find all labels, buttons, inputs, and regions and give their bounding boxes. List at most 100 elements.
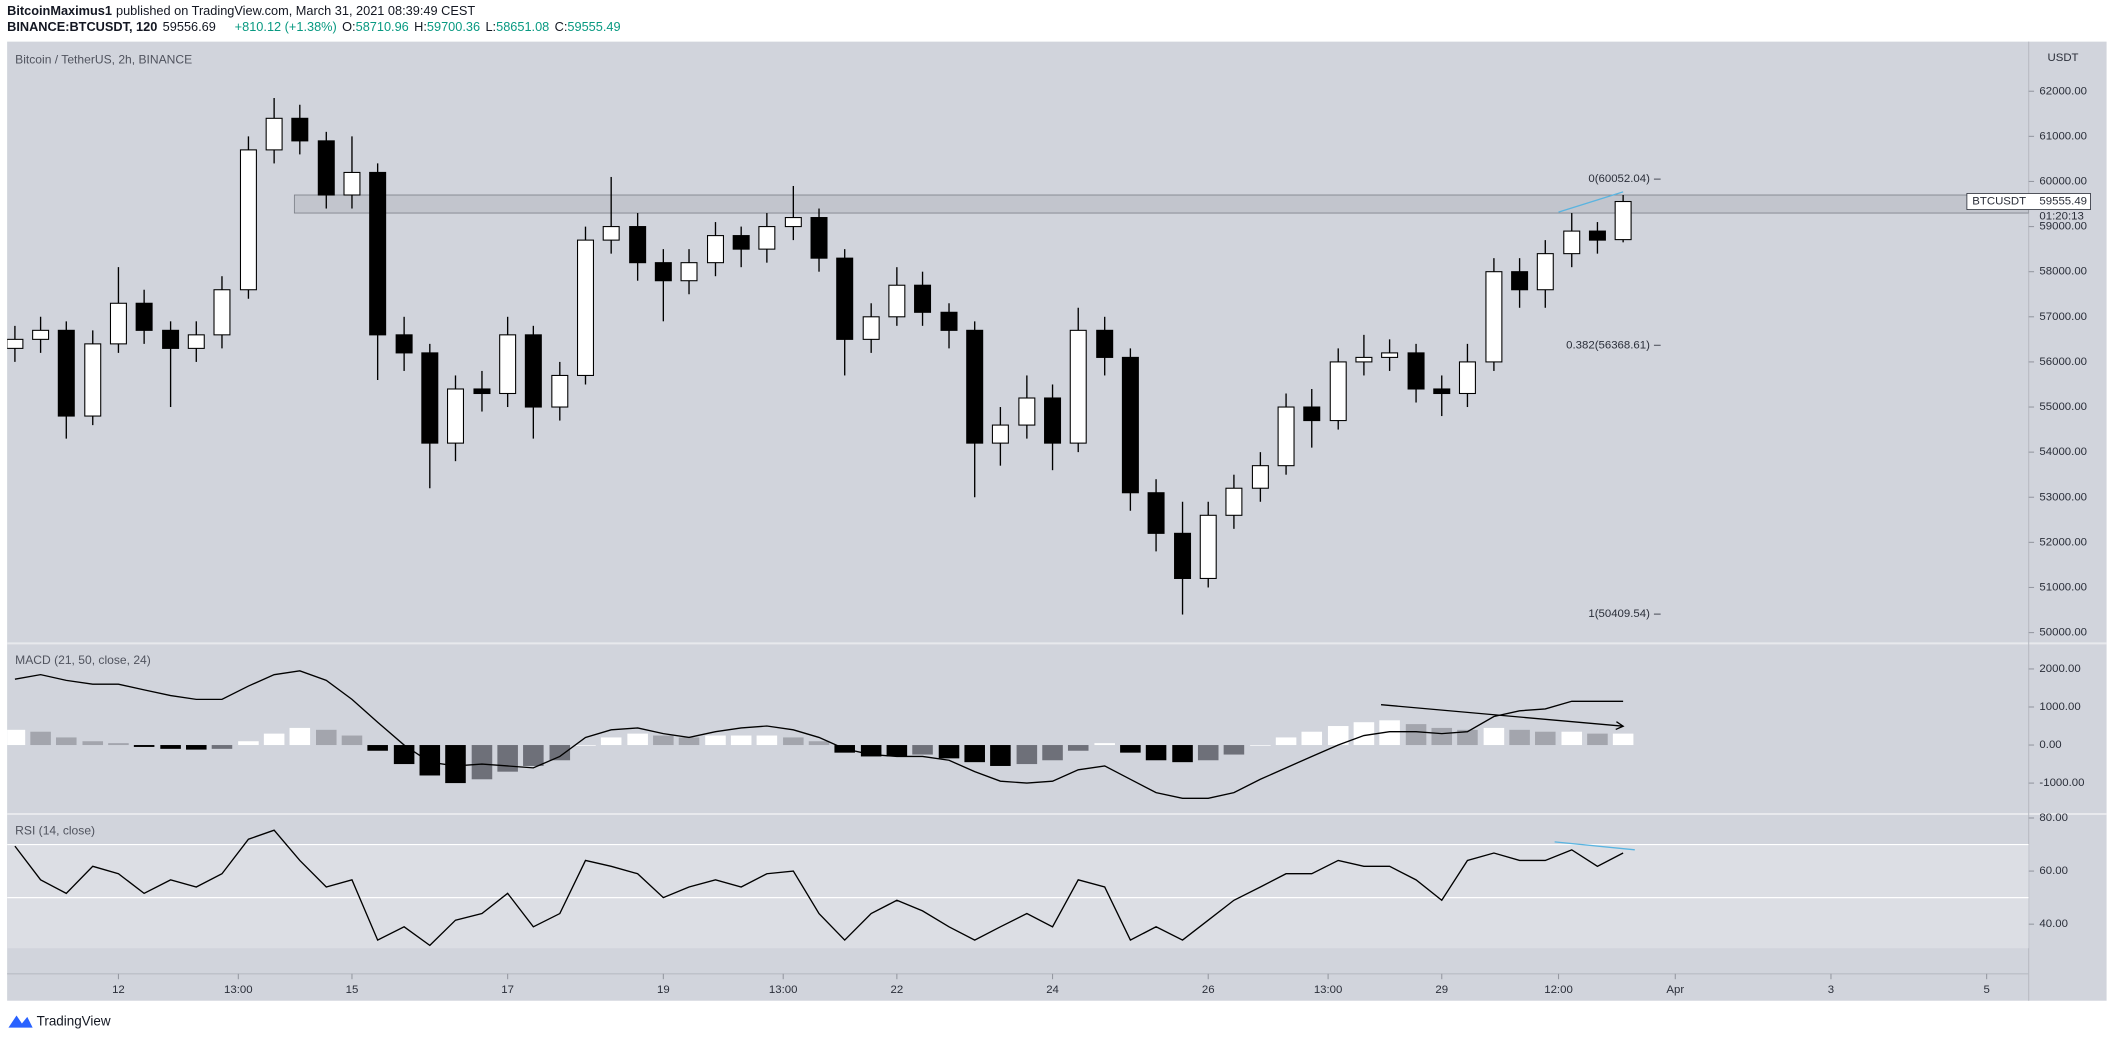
y-tick-label: 50000.00 <box>2039 627 2087 639</box>
histogram-bar <box>938 745 960 759</box>
x-tick-label: 13:00 <box>224 984 253 996</box>
panel-title: RSI (14, close) <box>15 824 95 838</box>
candle-body <box>499 334 517 395</box>
candle-body <box>888 284 906 318</box>
published: published on TradingView.com, March 31, … <box>116 3 475 18</box>
candle-body <box>654 262 672 282</box>
candle-body <box>602 226 620 241</box>
candle-body <box>1536 253 1554 291</box>
candle-body <box>1588 230 1606 241</box>
candle-body <box>1069 329 1087 444</box>
trend-arrow-head <box>1615 721 1625 731</box>
y-tick-label: 61000.00 <box>2039 130 2087 142</box>
candle-body <box>551 374 569 408</box>
histogram-bar <box>1405 724 1427 746</box>
rsi-line <box>14 829 1624 947</box>
x-tick-label: 12:00 <box>1544 984 1573 996</box>
candle-body <box>84 343 102 417</box>
y-tick-label: 62000.00 <box>2039 85 2087 97</box>
candle-body <box>7 338 24 349</box>
candle-body <box>629 226 647 264</box>
histogram-bar <box>653 735 674 746</box>
y-tick-label: 60000.00 <box>2039 175 2087 187</box>
resistance-zone <box>293 194 2029 214</box>
candle-body <box>162 329 180 349</box>
histogram-bar <box>497 745 518 772</box>
y-tick-label: 57000.00 <box>2039 311 2087 323</box>
histogram-bar <box>445 745 466 784</box>
histogram-bar <box>289 727 311 746</box>
candle-body <box>862 316 880 340</box>
candle-body <box>732 235 750 250</box>
histogram-bar <box>1145 745 1167 761</box>
ohlc-value: 58710.96 <box>356 20 409 35</box>
histogram-bar <box>1301 731 1323 746</box>
rsi-band <box>7 844 2029 949</box>
candle-body <box>680 262 698 282</box>
candle-body <box>758 226 776 250</box>
histogram-bar <box>808 741 830 746</box>
histogram-bar <box>1223 745 1245 755</box>
histogram-bar <box>627 733 648 746</box>
candle-body <box>836 257 854 340</box>
candle-body <box>32 329 50 340</box>
candle-body <box>914 284 932 313</box>
candle-body <box>473 388 491 395</box>
histogram-bar <box>133 745 155 747</box>
histogram-bar <box>1016 745 1038 765</box>
histogram-bar <box>211 745 233 749</box>
y-tick-label: 2000.00 <box>2039 663 2080 675</box>
candle-body <box>1225 487 1243 516</box>
y-tick-label: 80.00 <box>2039 812 2068 824</box>
rsi-plot <box>7 829 2029 949</box>
histogram-bar <box>1379 720 1400 746</box>
histogram-bar <box>860 745 882 757</box>
panel-title: MACD (21, 50, close, 24) <box>15 653 151 667</box>
histogram-bar <box>1120 745 1141 753</box>
histogram-bar <box>575 745 596 746</box>
candle-body <box>1563 230 1581 255</box>
price: 59556.69 <box>163 20 216 35</box>
x-tick-label: 5 <box>1983 984 1989 996</box>
brand: TradingView <box>37 1014 111 1029</box>
header-line: BitcoinMaximus1 published on TradingView.… <box>7 3 475 18</box>
author: BitcoinMaximus1 <box>7 3 112 18</box>
candle-body <box>1096 329 1114 358</box>
y-tick-label: 40.00 <box>2039 918 2068 930</box>
x-tick-label: 24 <box>1046 984 1059 996</box>
histogram-bar <box>7 729 26 746</box>
histogram-bar <box>471 745 493 780</box>
candle-body <box>1277 406 1295 467</box>
histogram-bar <box>1172 745 1193 763</box>
candle-body <box>1147 492 1165 534</box>
histogram-bar <box>82 741 104 746</box>
candle-body <box>940 311 958 331</box>
y-tick-label: 55000.00 <box>2039 401 2087 413</box>
histogram-bar <box>1094 743 1115 746</box>
histogram-bar <box>108 743 129 746</box>
candle-body <box>135 302 153 331</box>
histogram-bar <box>160 745 181 749</box>
y-tick-label: 56000.00 <box>2039 356 2087 368</box>
histogram-bar <box>1457 729 1478 746</box>
candle-body <box>187 334 205 349</box>
chart-layer: Bitcoin / TetherUS, 2h, BINANCE USDT 50000… <box>7 52 2091 996</box>
y-tick-label: 60.00 <box>2039 865 2068 877</box>
candle-body <box>343 171 361 196</box>
histogram-bar <box>886 745 908 757</box>
y-tick-label: 1000.00 <box>2039 701 2080 713</box>
histogram-bar <box>1067 745 1089 751</box>
candle-body <box>991 424 1009 444</box>
macd-line <box>14 670 1624 799</box>
candle-body <box>1485 271 1503 363</box>
candle-body <box>213 289 231 336</box>
y-tick-label: 59000.00 <box>2039 221 2087 233</box>
candle-body <box>265 117 283 151</box>
candle-body <box>1355 356 1373 363</box>
candle-body <box>1329 361 1347 422</box>
unit-label: USDT <box>2047 52 2078 64</box>
candle-body <box>1433 388 1451 395</box>
histogram-bar <box>964 745 985 763</box>
